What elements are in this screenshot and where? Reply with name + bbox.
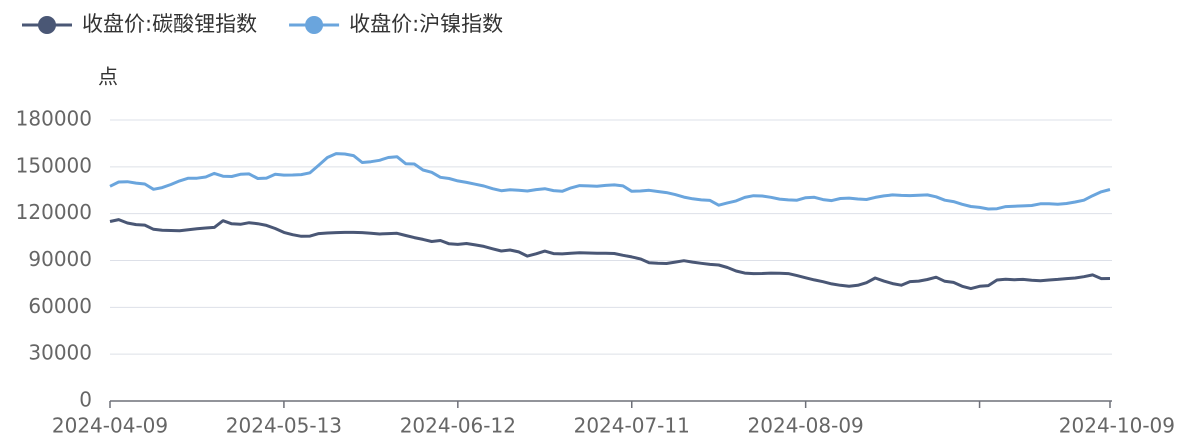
legend-marker: [305, 16, 324, 34]
y-tick-label: 180000: [16, 107, 92, 131]
y-tick-label: 30000: [28, 341, 92, 365]
x-tick-label: 2024-06-12: [400, 414, 516, 438]
x-tick-label: 2024-08-09: [748, 414, 864, 438]
x-tick-label: 2024-07-11: [574, 414, 690, 438]
legend-text: 收盘价:沪镍指数: [349, 12, 503, 36]
y-tick-label: 150000: [16, 153, 92, 177]
y-tick-label: 120000: [16, 200, 92, 224]
legend-text: 收盘价:碳酸锂指数: [82, 12, 257, 36]
y-tick-label: 90000: [28, 247, 92, 271]
series-line: [109, 218, 1111, 291]
x-tick-label: 2024-04-09: [52, 414, 168, 438]
y-tick-label: 60000: [28, 294, 92, 318]
x-tick-label: 2024-05-13: [226, 414, 342, 438]
y-unit: 点: [98, 65, 118, 89]
y-tick-label: 0: [79, 388, 92, 412]
x-tick-label: 2024-10-09: [1059, 414, 1175, 438]
legend-marker: [38, 16, 56, 34]
series-line: [109, 152, 1111, 211]
